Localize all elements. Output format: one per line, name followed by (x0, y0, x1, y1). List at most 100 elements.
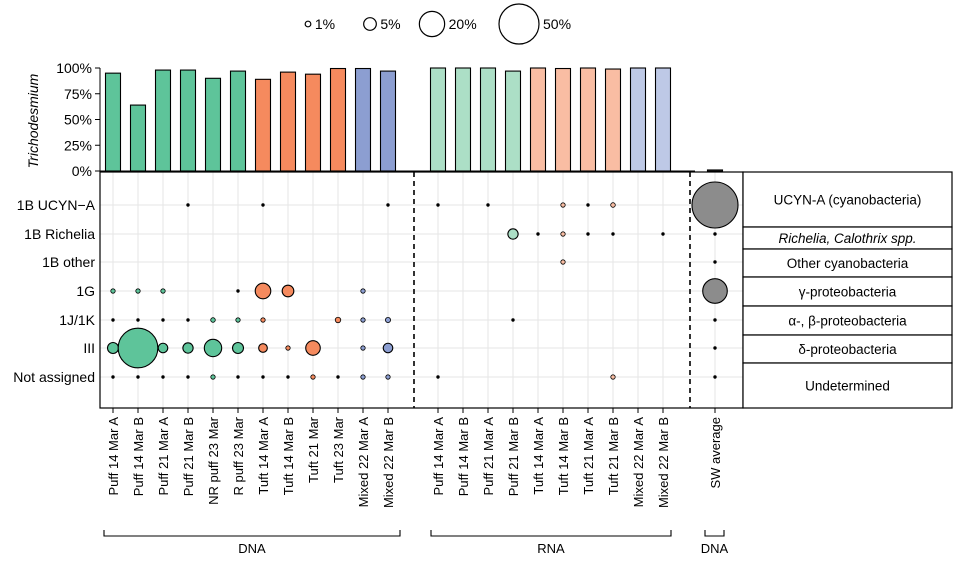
group-bracket-1 (103, 530, 401, 537)
column-label-14: Puff 14 Mar B (456, 417, 471, 496)
bar-dna-12 (379, 70, 397, 172)
bubble-r2-c17 (536, 232, 540, 236)
bubble-r5-c6 (235, 317, 241, 323)
group-brackets: DNA RNA DNA (103, 530, 729, 556)
bubble-r4-c2 (135, 288, 141, 294)
legend-circle-5pct (363, 17, 377, 31)
bubble-r7-c13 (436, 375, 440, 379)
bubble-r6-c2 (117, 327, 159, 369)
bubble-r5-c5 (210, 317, 216, 323)
taxonomy-label-7: Undetermined (805, 379, 890, 394)
bar-dna-8 (279, 71, 297, 172)
bar-sw-23 (706, 169, 724, 172)
bar-rna-21 (629, 67, 647, 172)
bar-dna-9 (304, 73, 322, 172)
legend-circle-1pct (304, 20, 312, 28)
bar-dna-10 (329, 67, 347, 172)
column-label-22: Mixed 22 Mar B (656, 417, 671, 508)
bar-dna-11 (354, 67, 372, 172)
y-axis-title: Trichodesmium (25, 73, 41, 168)
bubble-r6-c12 (382, 342, 394, 354)
taxonomy-label-2: Richelia, Calothrix spp. (778, 231, 916, 246)
taxonomy-box-3 (742, 248, 953, 278)
bubble-r6-c3 (157, 342, 169, 354)
bubble-r5-c1 (111, 318, 115, 322)
column-label-15: Puff 21 Mar A (481, 417, 496, 496)
bubble-r1-c4 (186, 203, 190, 207)
sample-column-labels: Puff 14 Mar A Puff 14 Mar B Puff 21 Mar A P… (106, 416, 723, 508)
bubble-r6-c7 (258, 343, 268, 353)
bubble-matrix-panel: 1B UCYN−A 1B Richelia 1B other 1G 1J/1K III No… (13, 171, 744, 508)
bubble-r4-c23 (702, 278, 728, 304)
bubble-r2-c20 (611, 232, 615, 236)
bar-dna-3 (154, 69, 172, 172)
bar-y-tick-label: 0% (72, 163, 92, 179)
bubble-r7-c9 (310, 374, 316, 380)
bubble-r5-c16 (511, 318, 515, 322)
bubble-r5-c12 (384, 316, 392, 324)
bubble-r6-c6 (231, 341, 245, 355)
bubble-r7-c11 (360, 374, 366, 380)
bubble-r1-c20 (610, 202, 616, 208)
column-label-3: Puff 21 Mar A (156, 417, 171, 496)
bubble-r7-c8 (286, 375, 290, 379)
cluster-label-2: 1B Richelia (24, 226, 95, 242)
cluster-label-5: 1J/1K (59, 312, 95, 328)
bar-dna-6 (229, 70, 247, 172)
bubble-r1-c18 (560, 202, 566, 208)
legend-circle-20pct (418, 10, 446, 38)
matrix-panel-border (99, 171, 744, 409)
bubble-r1-c19 (586, 203, 590, 207)
legend-label-5pct: 5% (380, 16, 400, 32)
bubble-r3-c18 (560, 259, 566, 265)
bubble-r6-c23 (713, 346, 717, 350)
bar-dna-5 (204, 77, 222, 172)
cluster-row-labels: 1B UCYN−A 1B Richelia 1B other 1G 1J/1K III No… (13, 197, 95, 385)
column-label-17: Tuft 14 Mar A (531, 417, 546, 495)
taxonomy-label-5: α-, β-proteobacteria (788, 314, 907, 329)
bubble-r7-c1 (111, 375, 115, 379)
bubble-r5-c11 (360, 317, 366, 323)
taxonomy-label-3: Other cyanobacteria (787, 256, 909, 271)
bubble-r4-c3 (160, 288, 166, 294)
column-label-10: Tuft 23 Mar (331, 416, 346, 483)
bar-y-tick-label: 25% (64, 137, 92, 153)
column-label-23: SW average (708, 417, 723, 489)
column-label-16: Puff 21 Mar B (506, 417, 521, 496)
bubble-r6-c5 (203, 338, 223, 358)
matrix-grid (100, 172, 743, 408)
sample-column-ticks (112, 408, 716, 413)
bubble-size-legend: 1% 5% 20% 50% (304, 3, 571, 45)
bubble-r2-c16 (507, 228, 519, 240)
bubble-r4-c6 (236, 289, 240, 293)
bubble-r2-c18 (560, 231, 566, 237)
taxonomy-box-4 (742, 276, 953, 307)
group-label-1: DNA (238, 541, 266, 556)
column-label-18: Tuft 14 Mar B (556, 417, 571, 495)
column-label-12: Mixed 22 Mar B (381, 417, 396, 508)
bar-dna-2 (129, 104, 147, 172)
bubble-r7-c5 (210, 374, 216, 380)
bar-dna-7 (254, 78, 272, 172)
legend-label-1pct: 1% (315, 16, 335, 32)
column-label-13: Puff 14 Mar A (431, 417, 446, 496)
bar-series (104, 67, 724, 172)
bar-rna-22 (654, 67, 672, 172)
bar-dna-4 (179, 69, 197, 172)
column-label-1: Puff 14 Mar A (106, 417, 121, 496)
bubble-r6-c1 (106, 341, 120, 355)
legend-label-20pct: 20% (449, 16, 477, 32)
bubble-r7-c20 (610, 374, 616, 380)
bubble-r5-c23 (713, 318, 717, 322)
bubble-r4-c11 (360, 288, 366, 294)
column-label-20: Tuft 21 Mar B (606, 417, 621, 495)
cluster-label-3: 1B other (42, 254, 95, 270)
bubble-series (106, 181, 739, 380)
bubble-r6-c11 (360, 345, 366, 351)
legend-circle-50pct (498, 3, 540, 45)
bubble-r1-c23 (691, 181, 739, 229)
column-label-6: R puff 23 Mar (231, 416, 246, 495)
trichodesmium-bar-panel: Trichodesmium 0% 25% 50% 75% 100% (25, 60, 724, 179)
taxonomy-label-1: UCYN-A (cyanobacteria) (774, 193, 922, 208)
